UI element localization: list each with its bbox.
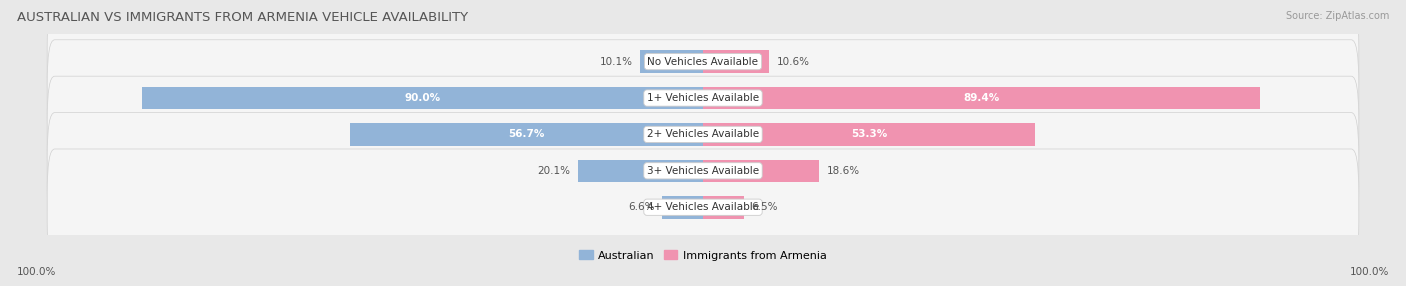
Text: 56.7%: 56.7% [508, 130, 544, 139]
Bar [578, 160, 703, 182]
Bar [640, 50, 703, 73]
Text: Source: ZipAtlas.com: Source: ZipAtlas.com [1285, 11, 1389, 21]
Text: 6.5%: 6.5% [751, 202, 778, 212]
FancyBboxPatch shape [48, 3, 1358, 120]
Text: 1+ Vehicles Available: 1+ Vehicles Available [647, 93, 759, 103]
FancyBboxPatch shape [48, 149, 1358, 265]
Bar [142, 87, 703, 109]
Text: 89.4%: 89.4% [963, 93, 1000, 103]
Text: 100.0%: 100.0% [1350, 267, 1389, 277]
Bar [703, 87, 1260, 109]
Text: 53.3%: 53.3% [851, 130, 887, 139]
Bar [703, 196, 744, 219]
Text: 100.0%: 100.0% [17, 267, 56, 277]
Text: 4+ Vehicles Available: 4+ Vehicles Available [647, 202, 759, 212]
Bar [703, 50, 769, 73]
Text: No Vehicles Available: No Vehicles Available [648, 57, 758, 67]
Bar [350, 123, 703, 146]
Bar [703, 123, 1035, 146]
Legend: Australian, Immigrants from Armenia: Australian, Immigrants from Armenia [575, 246, 831, 265]
Text: 20.1%: 20.1% [537, 166, 571, 176]
Text: 6.6%: 6.6% [628, 202, 654, 212]
FancyBboxPatch shape [48, 113, 1358, 229]
Text: 18.6%: 18.6% [827, 166, 859, 176]
Text: 10.1%: 10.1% [599, 57, 633, 67]
Bar [662, 196, 703, 219]
Text: AUSTRALIAN VS IMMIGRANTS FROM ARMENIA VEHICLE AVAILABILITY: AUSTRALIAN VS IMMIGRANTS FROM ARMENIA VE… [17, 11, 468, 24]
Text: 10.6%: 10.6% [776, 57, 810, 67]
Text: 2+ Vehicles Available: 2+ Vehicles Available [647, 130, 759, 139]
FancyBboxPatch shape [48, 40, 1358, 156]
FancyBboxPatch shape [48, 76, 1358, 193]
Bar [703, 160, 818, 182]
Text: 3+ Vehicles Available: 3+ Vehicles Available [647, 166, 759, 176]
Text: 90.0%: 90.0% [405, 93, 440, 103]
